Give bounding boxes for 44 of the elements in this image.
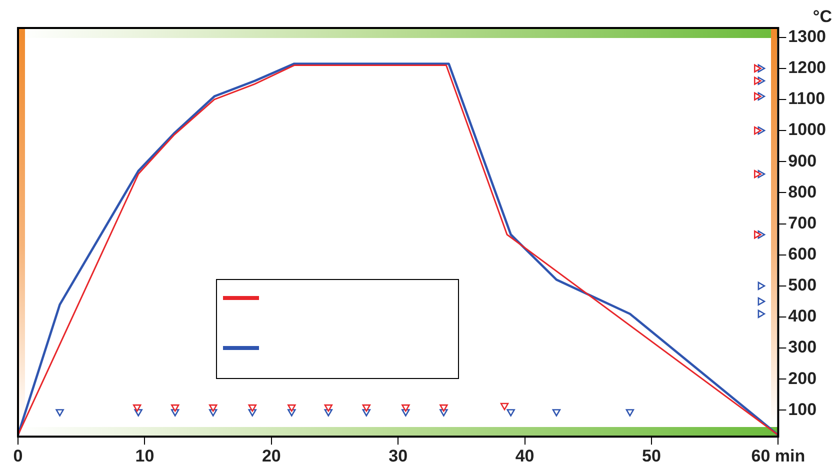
x-tick-label: 60 min bbox=[751, 446, 806, 466]
point bbox=[754, 92, 762, 100]
point bbox=[506, 409, 515, 416]
point bbox=[754, 126, 762, 135]
point bbox=[170, 404, 180, 412]
y-tick-label: 1200 bbox=[788, 58, 826, 78]
x-tick-label: 10 bbox=[135, 446, 154, 466]
point bbox=[754, 76, 762, 85]
point bbox=[500, 402, 509, 410]
y-tick-label: 100 bbox=[788, 400, 817, 419]
point bbox=[56, 409, 64, 416]
y-axis-title: °C bbox=[812, 7, 832, 26]
y-tick-label: 400 bbox=[788, 306, 817, 326]
y-tick-label: 300 bbox=[788, 338, 817, 357]
y-tick-label: 500 bbox=[788, 276, 817, 295]
point bbox=[402, 404, 410, 412]
x-tick-label: 20 bbox=[262, 446, 281, 466]
y-tick-label: 700 bbox=[788, 213, 817, 232]
y-tick-label: 1000 bbox=[788, 120, 826, 140]
point bbox=[754, 170, 762, 178]
y-tick-label: 900 bbox=[788, 151, 817, 170]
point bbox=[132, 404, 142, 412]
point bbox=[362, 404, 371, 412]
x-tick-label: 50 bbox=[642, 446, 661, 466]
point bbox=[248, 404, 257, 412]
point bbox=[754, 230, 762, 239]
y-tick-label: 1300 bbox=[788, 27, 826, 46]
point bbox=[209, 404, 218, 412]
y-tick-label: 800 bbox=[788, 182, 817, 202]
point bbox=[758, 310, 766, 318]
x-tick-label: 0 bbox=[13, 446, 23, 466]
point bbox=[288, 404, 296, 412]
point bbox=[758, 297, 766, 306]
point bbox=[758, 282, 766, 290]
point bbox=[440, 404, 448, 412]
point bbox=[552, 409, 561, 416]
x-tick-label: 40 bbox=[515, 446, 534, 466]
point bbox=[324, 404, 333, 412]
point bbox=[754, 64, 762, 73]
y-tick-label: 1100 bbox=[788, 89, 826, 108]
y-tick-label: 600 bbox=[788, 244, 817, 264]
y-tick-label: 200 bbox=[788, 368, 817, 388]
x-tick-label: 30 bbox=[388, 446, 408, 466]
point bbox=[626, 409, 634, 416]
